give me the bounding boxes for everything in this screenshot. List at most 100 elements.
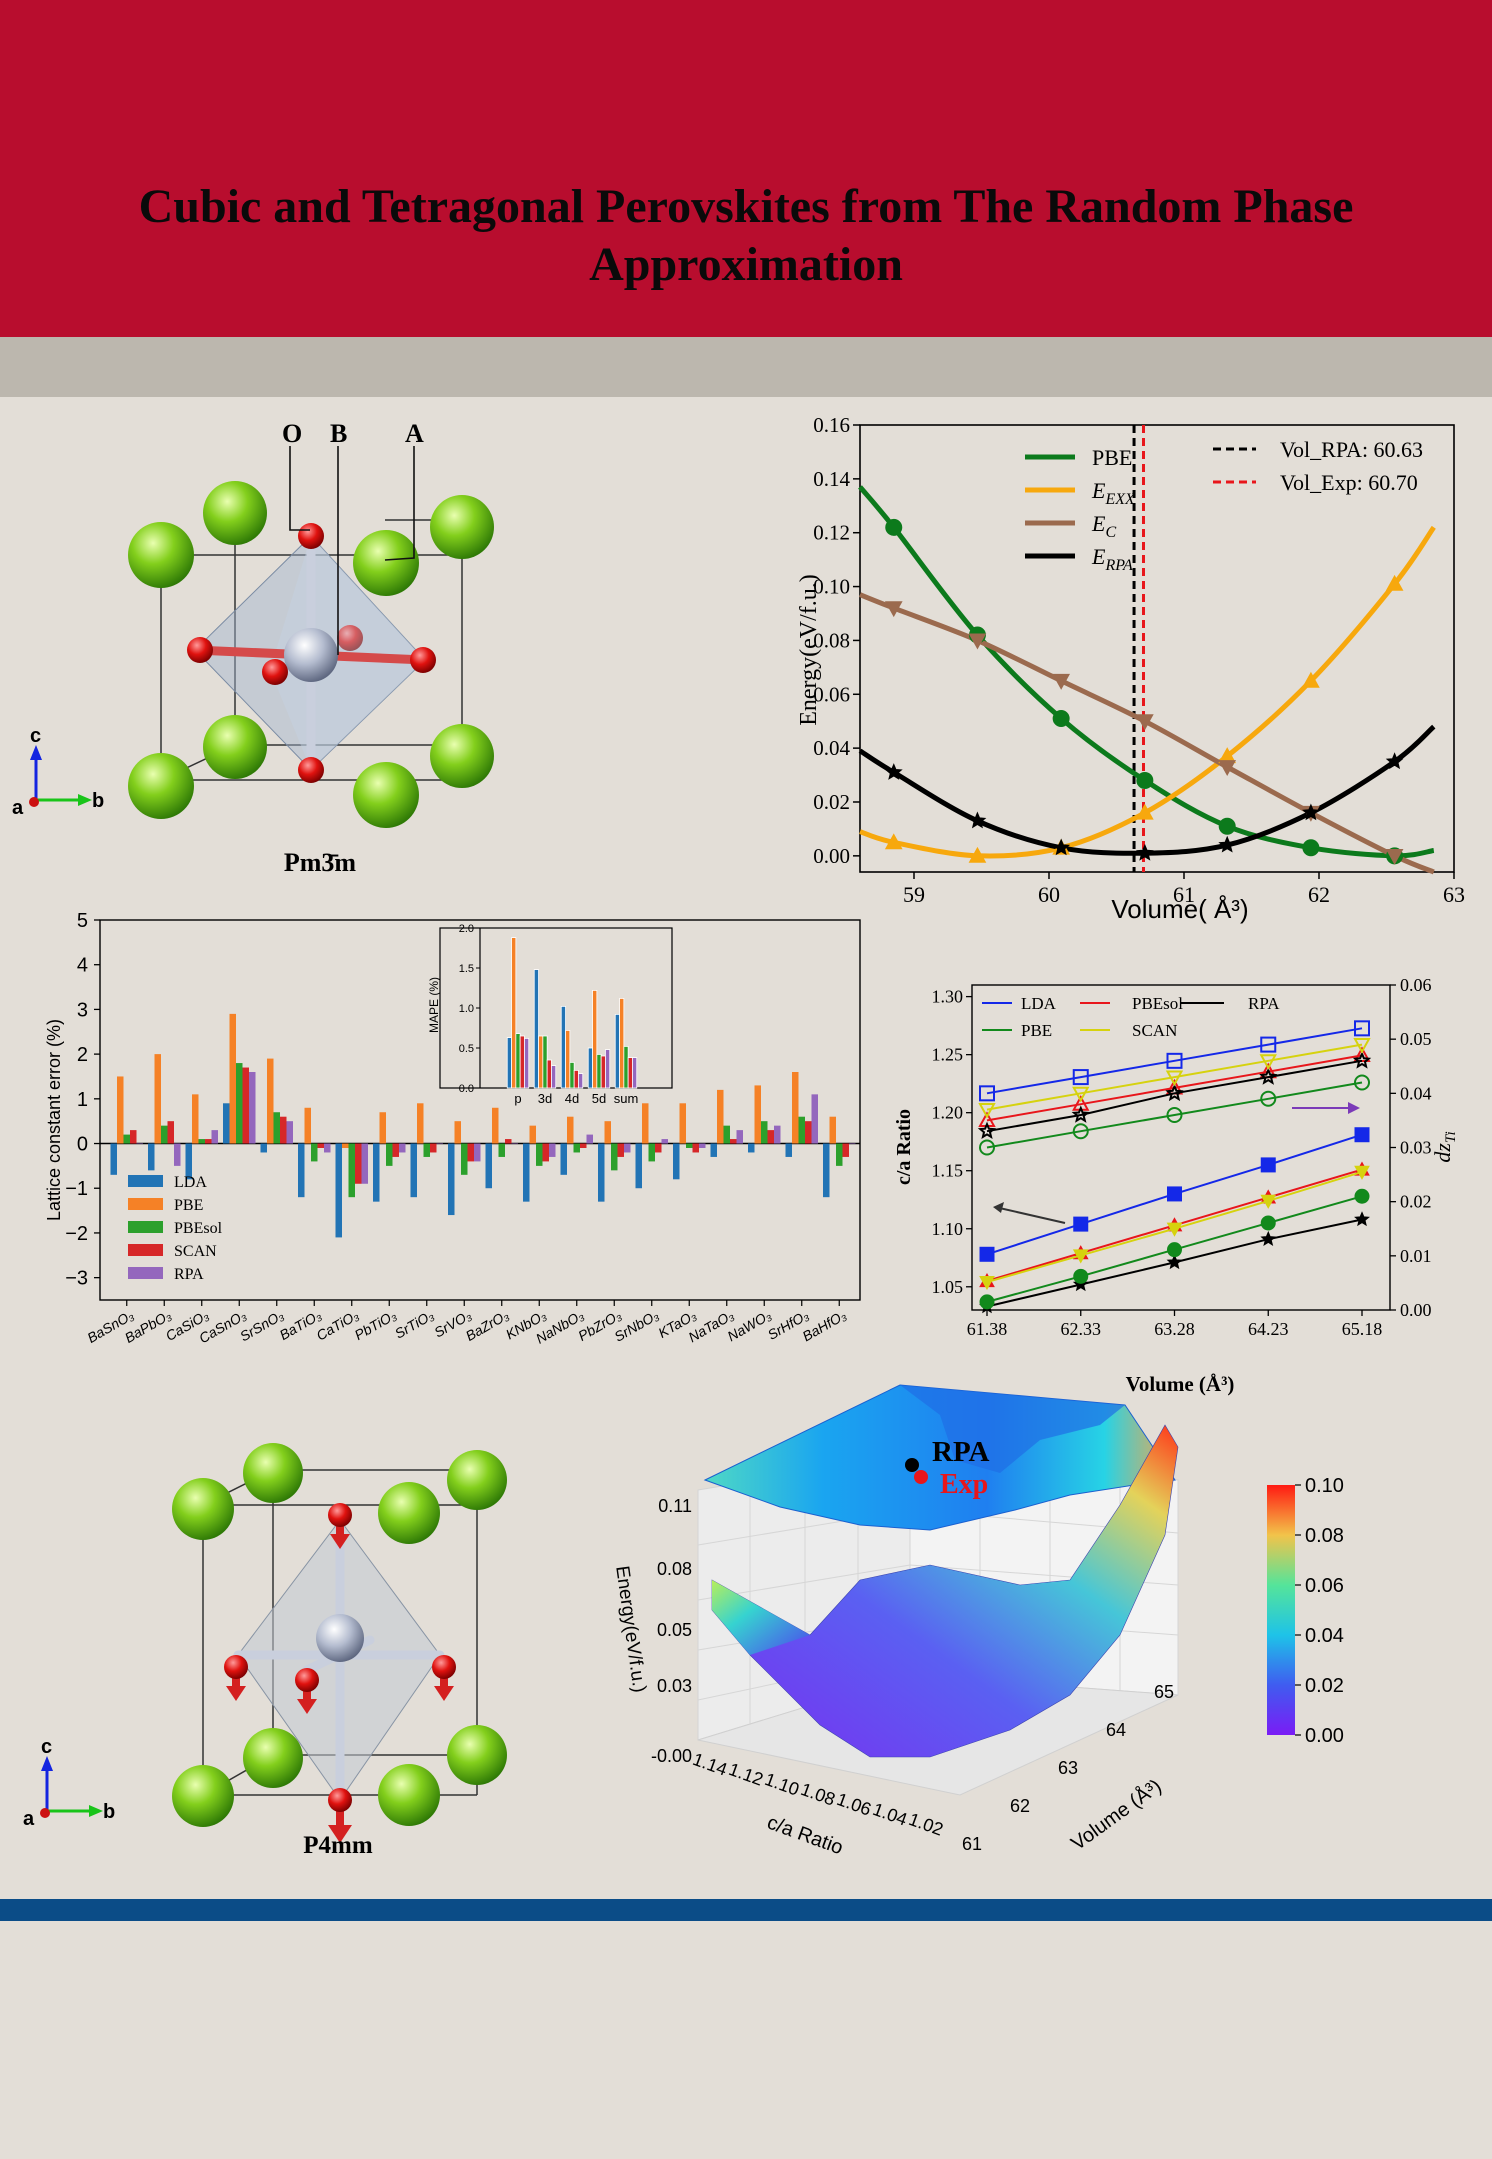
axis-a-label: a [12, 797, 24, 819]
y-tick-label: 0.02 [813, 790, 850, 814]
bar [174, 1143, 181, 1166]
legend-exx-sub: EXX [1104, 491, 1136, 508]
x-tick-label: BaZrO₃ [463, 1307, 512, 1344]
svg-text:0.05: 0.05 [657, 1620, 692, 1640]
bar [673, 1143, 680, 1180]
bar [573, 1143, 580, 1153]
bar [533, 969, 539, 1089]
colorbar-tick-label: 0.04 [1305, 1625, 1344, 1647]
y-tick-label: 0 [77, 1134, 88, 1156]
bar [273, 1112, 280, 1144]
bar [538, 1035, 544, 1089]
ca-tick-label: 1.12 [726, 1759, 766, 1790]
bar [560, 1143, 567, 1175]
bar [587, 1047, 593, 1089]
dz-point [1259, 1054, 1277, 1070]
bar [286, 1121, 293, 1144]
b-site-atom [316, 1614, 364, 1662]
x-tick-label: 61.38 [967, 1319, 1008, 1339]
data-point [1302, 839, 1320, 857]
legend-exx: E [1091, 478, 1106, 503]
bar [580, 1143, 587, 1148]
axes-triad-tetragonal [40, 1756, 103, 1818]
bar [386, 1143, 393, 1166]
bar [436, 1143, 443, 1145]
svg-text:dzTi: dzTi [1430, 1131, 1459, 1162]
data-point [1218, 817, 1236, 835]
data-point [1385, 848, 1404, 865]
ca-point [1072, 1249, 1089, 1264]
o-atoms [187, 523, 436, 783]
bar [686, 1143, 693, 1148]
bar [767, 1130, 774, 1144]
bar [736, 1130, 743, 1144]
ca-ratio-chart: 61.38 62.33 63.28 64.23 65.18 1.05 1.10 1.15 1.2… [893, 975, 1459, 1396]
mape-y-label: MAPE (%) [427, 977, 441, 1033]
data-point [1136, 714, 1154, 731]
axis-a-label: a [23, 1808, 35, 1830]
bar [410, 1143, 417, 1198]
x-tick-label: NaWO₃ [725, 1307, 775, 1345]
ca-tick-label: 1.10 [762, 1769, 802, 1800]
footer-band [0, 1899, 1492, 1921]
y-tick-label-right: 0.03 [1400, 1138, 1432, 1158]
vol-tick-label: 65 [1154, 1682, 1174, 1702]
bar [198, 1139, 205, 1144]
bar [542, 1035, 548, 1089]
dz-point [1352, 1051, 1372, 1069]
bar [185, 1143, 192, 1180]
y-tick-label-right: 0.04 [1400, 1083, 1432, 1103]
a-site-atoms [172, 1443, 507, 1827]
dz-point [977, 1121, 997, 1139]
bar [567, 1116, 574, 1144]
y-tick-label: 3 [77, 999, 88, 1021]
legend-ec-sub: C [1105, 524, 1116, 541]
legend-label-pbesol: PBEsol [174, 1220, 223, 1237]
space-group-label: P4mm [303, 1832, 373, 1859]
bar [578, 1073, 584, 1089]
data-point [1385, 574, 1404, 591]
bar [505, 1139, 512, 1144]
bar [529, 1125, 536, 1144]
bar [632, 1057, 638, 1089]
legend-swatch [128, 1221, 163, 1233]
cubic-structure-figure: O B A c a b Pm3̄m [12, 419, 494, 877]
bar [373, 1143, 380, 1202]
bar [710, 1143, 717, 1157]
dz-point [1353, 1037, 1371, 1054]
legend-label-rpa: RPA [174, 1266, 204, 1283]
data-point [968, 846, 987, 863]
legend-vol-rpa: Vol_RPA: 60.63 [1280, 437, 1423, 462]
bar [249, 1072, 256, 1144]
bar [324, 1143, 331, 1153]
bar [161, 1125, 168, 1144]
legend: LDA PBEsol RPA PBE SCAN [982, 994, 1280, 1040]
bar [423, 1143, 430, 1157]
bar [596, 1053, 602, 1089]
b-site-atom [284, 628, 338, 682]
dz-line-2 [986, 1059, 1363, 1133]
dz-point [1072, 1123, 1089, 1140]
lattice-error-chart: −3−2−1012345BaSnO₃BaPbO₃CaSiO₃CaSnO₃SrSn… [44, 910, 861, 1347]
bar [604, 1121, 611, 1144]
poster-title: Cubic and Tetragonal Perovskites from Th… [138, 180, 1354, 291]
y-tick-label: 1 [77, 1089, 88, 1111]
bar [229, 1013, 236, 1144]
legend-lda: LDA [1021, 994, 1057, 1013]
y-tick-label: −3 [65, 1268, 88, 1290]
bar [723, 1125, 730, 1144]
dz-point [1354, 1020, 1370, 1037]
bar [392, 1143, 399, 1157]
bar [242, 1067, 249, 1144]
y-tick-label: 4 [77, 955, 88, 977]
legend-swatch [128, 1198, 163, 1210]
bar [730, 1139, 737, 1144]
data-point [1218, 835, 1237, 853]
y-tick-label: 0.04 [813, 736, 850, 760]
dz-point [1259, 1067, 1278, 1085]
svg-text:EEXX: EEXX [1091, 478, 1136, 508]
bar [605, 1049, 611, 1089]
tetragonal-structure-figure: c a b P4mm [23, 1443, 507, 1859]
dz-line-4 [986, 1043, 1363, 1111]
legend-ec: E [1091, 511, 1106, 536]
